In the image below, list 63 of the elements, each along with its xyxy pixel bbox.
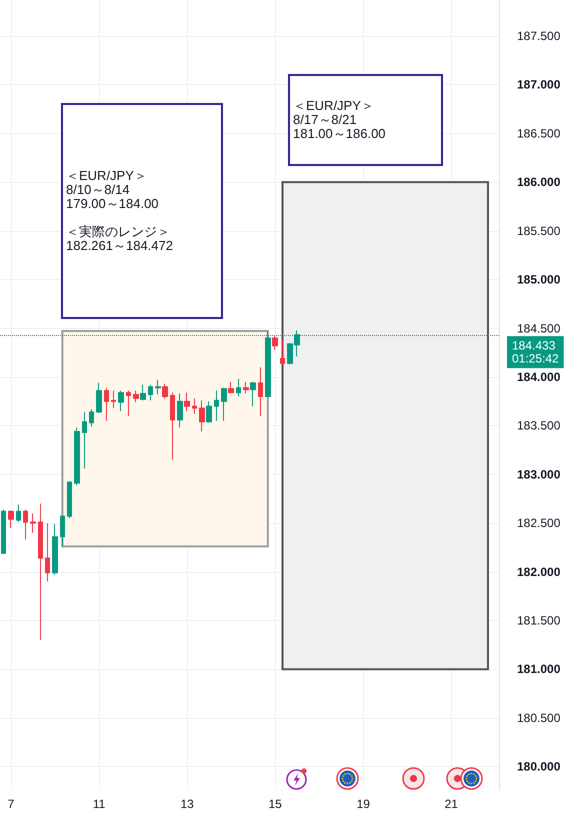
x-tick-label: 13 (180, 797, 194, 811)
x-tick-label: 19 (356, 797, 370, 811)
candlestick (1, 508, 6, 555)
y-tick-label: 182.000 (517, 564, 561, 579)
candlestick (148, 384, 153, 401)
candlestick (38, 503, 43, 640)
x-tick-label: 15 (268, 797, 282, 811)
candlestick (184, 392, 190, 412)
y-tick-label: 187.000 (517, 78, 561, 92)
y-tick-label: 183.000 (517, 467, 561, 482)
candlestick (133, 390, 139, 403)
y-tick-label: 180.000 (517, 760, 561, 774)
candlestick (170, 392, 175, 460)
candlestick (74, 427, 80, 486)
y-tick-label: 182.500 (517, 516, 561, 530)
x-tick-label: 11 (92, 797, 106, 811)
candlestick (104, 387, 109, 422)
candlestick (199, 400, 205, 432)
candlestick (30, 512, 36, 534)
y-tick-label: 181.500 (517, 614, 561, 628)
candlestick (236, 378, 241, 397)
candlestick (8, 510, 14, 528)
annotation: ＜EUR/JPY＞ 8/10～8/14 179.00～184.00 ＜実際のレンジ＞ 182.261～184.472 (66, 168, 173, 253)
candlestick (45, 522, 50, 582)
candlestick (111, 390, 116, 409)
candlestick (60, 514, 65, 547)
candlestick (258, 366, 263, 416)
candlestick (250, 381, 256, 407)
candlestick (192, 398, 197, 414)
candlestick (140, 384, 146, 401)
y-tick-label: 186.000 (517, 175, 561, 190)
candlestick (214, 390, 219, 422)
y-tick-label: 185.000 (517, 272, 561, 287)
y-tick-label: 180.500 (517, 710, 561, 725)
candlestick (206, 400, 212, 424)
candlestick (82, 412, 87, 470)
ref-line-label: 184.433 01:25:42 (512, 338, 560, 366)
candlestick (228, 381, 234, 394)
y-tick-label: 181.000 (517, 662, 561, 676)
candlestick (118, 390, 124, 412)
x-tick-label: 7 (8, 797, 15, 811)
candlestick (162, 383, 168, 399)
candlestick (155, 379, 161, 396)
y-tick-label: 185.500 (517, 224, 561, 238)
candlestick (52, 524, 58, 576)
y-tick-label: 183.500 (517, 418, 561, 433)
y-tick-label: 184.500 (517, 321, 561, 336)
candlestick (89, 408, 94, 428)
candlestick (16, 504, 21, 523)
candlestick (126, 390, 131, 416)
candlestick (67, 480, 72, 519)
candlestick (243, 381, 249, 394)
y-tick-label: 186.500 (517, 126, 561, 140)
candlestick (221, 387, 227, 422)
candlestick (272, 336, 278, 350)
y-tick-label: 187.500 (517, 29, 561, 44)
candlestick (96, 382, 102, 414)
annotation: ＜EUR/JPY＞ 8/17～8/21 181.00～186.00 (293, 98, 386, 141)
y-tick-label: 184.000 (517, 370, 561, 384)
candlestick (280, 339, 285, 364)
candlestick (23, 508, 28, 540)
candlestick (177, 393, 183, 428)
x-tick-label: 21 (444, 797, 458, 811)
